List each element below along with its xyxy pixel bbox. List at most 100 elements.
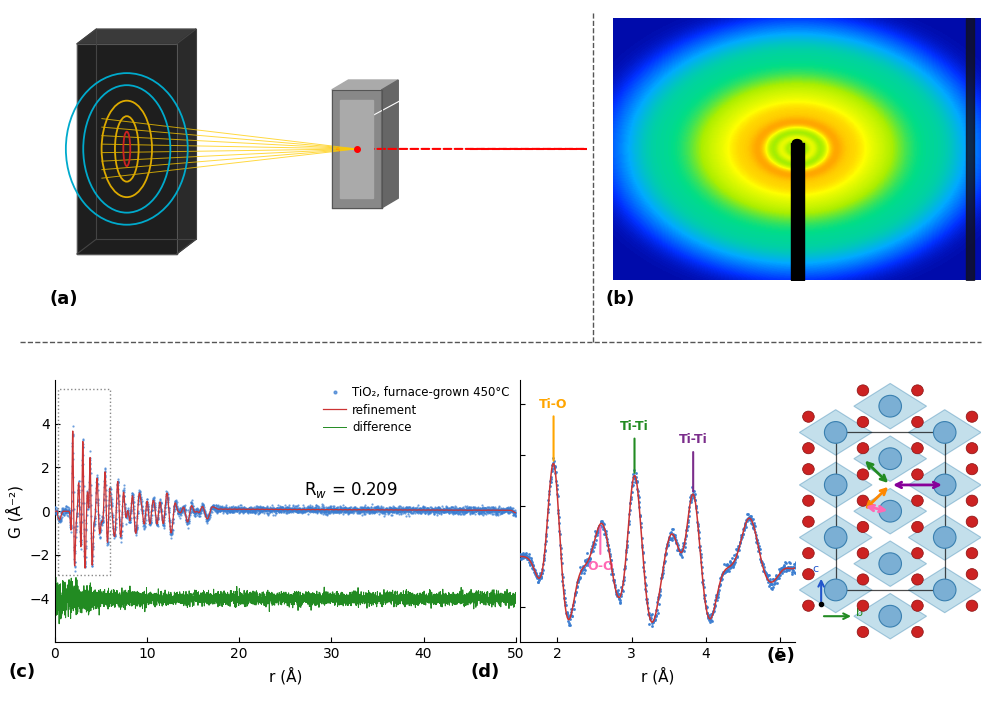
Text: c: c xyxy=(813,565,819,575)
refinement xyxy=(77,448,89,456)
Circle shape xyxy=(858,495,869,506)
Circle shape xyxy=(966,568,978,580)
Circle shape xyxy=(933,421,956,443)
Text: (c): (c) xyxy=(9,663,36,681)
Text: 2D Silicon Detector: 2D Silicon Detector xyxy=(72,20,159,29)
X-axis label: r (Å): r (Å) xyxy=(269,667,302,684)
Polygon shape xyxy=(854,541,926,587)
refinement xyxy=(68,537,80,545)
TiO₂, furnace-grown 450°C xyxy=(69,566,81,575)
Circle shape xyxy=(966,516,978,527)
Circle shape xyxy=(878,395,901,417)
TiO₂, furnace-grown 450°C xyxy=(454,506,466,515)
difference xyxy=(51,590,63,599)
Text: (a): (a) xyxy=(49,289,78,308)
Polygon shape xyxy=(340,100,374,198)
Circle shape xyxy=(966,495,978,506)
Circle shape xyxy=(911,521,923,532)
difference xyxy=(49,604,61,612)
Circle shape xyxy=(803,443,815,454)
Text: (b): (b) xyxy=(606,289,635,308)
Circle shape xyxy=(803,600,815,611)
Text: b: b xyxy=(856,608,863,618)
Circle shape xyxy=(858,443,869,454)
Circle shape xyxy=(858,626,869,638)
Circle shape xyxy=(825,421,847,443)
Circle shape xyxy=(858,469,869,480)
Circle shape xyxy=(803,411,815,422)
refinement xyxy=(79,564,91,573)
Polygon shape xyxy=(800,567,872,613)
Circle shape xyxy=(803,548,815,559)
Text: Ti-Ti: Ti-Ti xyxy=(679,433,707,491)
Circle shape xyxy=(911,574,923,585)
refinement xyxy=(139,513,151,521)
Circle shape xyxy=(911,385,923,396)
Circle shape xyxy=(911,417,923,428)
Circle shape xyxy=(825,527,847,549)
Circle shape xyxy=(803,495,815,506)
Circle shape xyxy=(803,568,815,580)
Text: Ti-O: Ti-O xyxy=(539,397,568,461)
TiO₂, furnace-grown 450°C xyxy=(49,505,61,514)
Polygon shape xyxy=(854,436,926,481)
Circle shape xyxy=(966,548,978,559)
Polygon shape xyxy=(908,462,981,508)
Circle shape xyxy=(966,411,978,422)
Circle shape xyxy=(825,579,847,601)
Circle shape xyxy=(933,527,956,549)
difference xyxy=(510,597,522,606)
TiO₂, furnace-grown 450°C xyxy=(332,505,344,514)
Circle shape xyxy=(933,579,956,601)
Circle shape xyxy=(911,626,923,638)
Text: (e): (e) xyxy=(767,647,796,665)
Circle shape xyxy=(858,600,869,611)
Line: difference: difference xyxy=(55,577,516,623)
Circle shape xyxy=(878,448,901,469)
Polygon shape xyxy=(800,515,872,560)
Text: Bragg and Diffuse Scattering: Bragg and Diffuse Scattering xyxy=(202,47,419,99)
Circle shape xyxy=(878,501,901,522)
TiO₂, furnace-grown 450°C xyxy=(474,504,486,513)
Circle shape xyxy=(966,443,978,454)
Circle shape xyxy=(878,553,901,575)
difference xyxy=(68,587,80,596)
difference xyxy=(274,600,286,609)
Circle shape xyxy=(858,548,869,559)
Circle shape xyxy=(858,521,869,532)
refinement xyxy=(274,505,286,513)
Text: O-O: O-O xyxy=(587,527,614,573)
Text: R$_w$ = 0.209: R$_w$ = 0.209 xyxy=(304,481,397,501)
difference xyxy=(139,599,151,608)
refinement xyxy=(49,507,61,515)
Circle shape xyxy=(911,469,923,480)
Text: Incident X-Ray Beam: Incident X-Ray Beam xyxy=(431,158,526,167)
refinement xyxy=(51,507,63,515)
Text: Thin Film Sample: Thin Film Sample xyxy=(363,76,476,121)
Polygon shape xyxy=(854,383,926,429)
refinement xyxy=(67,427,79,436)
Circle shape xyxy=(803,516,815,527)
refinement xyxy=(510,508,522,517)
Polygon shape xyxy=(854,594,926,639)
Polygon shape xyxy=(800,409,872,455)
difference xyxy=(50,573,62,581)
refinement xyxy=(485,506,497,515)
Circle shape xyxy=(858,385,869,396)
Circle shape xyxy=(966,464,978,475)
difference xyxy=(77,592,89,600)
TiO₂, furnace-grown 450°C xyxy=(510,508,522,516)
Circle shape xyxy=(911,443,923,454)
TiO₂, furnace-grown 450°C xyxy=(107,518,119,527)
Polygon shape xyxy=(176,29,196,254)
Text: (d): (d) xyxy=(471,663,500,681)
TiO₂, furnace-grown 450°C xyxy=(385,511,397,520)
difference xyxy=(485,599,497,608)
Circle shape xyxy=(803,464,815,475)
Polygon shape xyxy=(908,409,981,455)
Circle shape xyxy=(825,474,847,496)
Polygon shape xyxy=(77,29,196,44)
Polygon shape xyxy=(332,90,381,208)
Circle shape xyxy=(858,417,869,428)
difference xyxy=(53,619,65,628)
